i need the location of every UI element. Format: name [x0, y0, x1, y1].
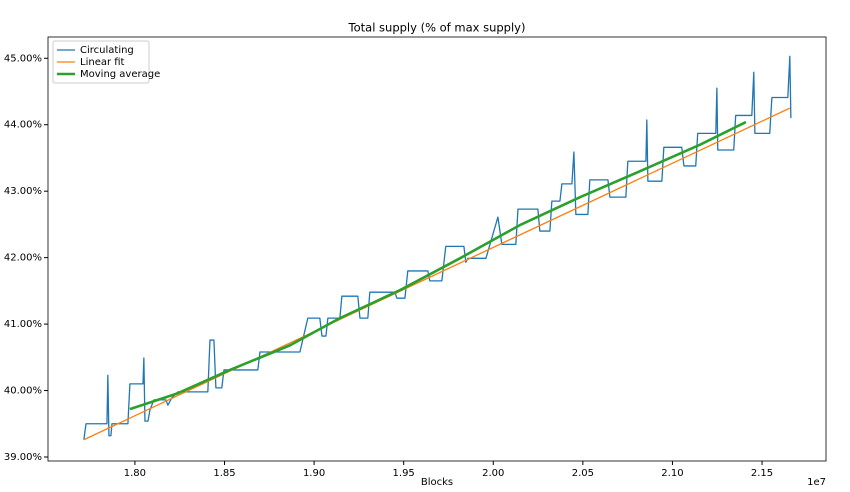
y-tick-label: 42.00% [4, 253, 42, 264]
x-axis-label: Blocks [421, 477, 453, 488]
chart-title: Total supply (% of max supply) [348, 21, 526, 35]
legend-label: Circulating [80, 45, 134, 56]
x-tick-label: 1.95 [393, 468, 415, 479]
x-offset-label: 1e7 [807, 477, 826, 488]
series-line [129, 120, 747, 411]
series-line [83, 107, 791, 441]
y-tick-label: 40.00% [4, 386, 42, 397]
x-tick-label: 1.80 [124, 468, 146, 479]
y-tick-label: 44.00% [4, 120, 42, 131]
y-tick-label: 43.00% [4, 186, 42, 197]
legend-box [52, 40, 150, 84]
x-tick-label: 2.00 [482, 468, 504, 479]
y-tick-label: 45.00% [4, 53, 42, 64]
x-tick-label: 2.10 [661, 468, 683, 479]
x-tick-label: 2.15 [751, 468, 773, 479]
x-tick-label: 1.85 [213, 468, 235, 479]
y-tick-label: 41.00% [4, 319, 42, 330]
plot-frame [47, 36, 827, 462]
legend-label: Linear fit [80, 57, 125, 68]
legend-label: Moving average [80, 69, 160, 80]
x-tick-label: 2.05 [572, 468, 594, 479]
x-tick-label: 1.90 [303, 468, 325, 479]
y-tick-label: 39.00% [4, 452, 42, 463]
